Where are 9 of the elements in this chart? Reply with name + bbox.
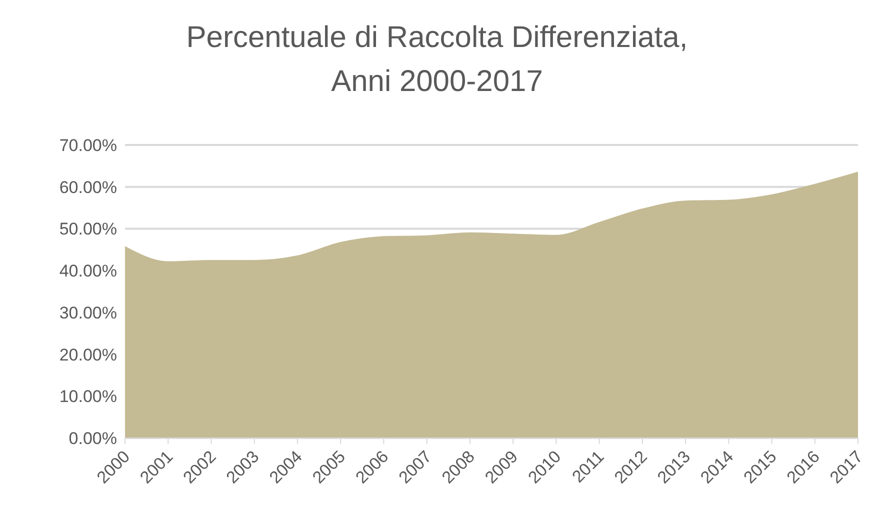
y-tick-label: 30.00%: [59, 303, 117, 322]
y-tick-label: 40.00%: [59, 262, 117, 281]
y-tick-label: 50.00%: [59, 220, 117, 239]
y-tick-label: 10.00%: [59, 387, 117, 406]
y-tick-label: 70.00%: [59, 136, 117, 156]
y-tick-label: 60.00%: [59, 178, 117, 197]
y-tick-label: 20.00%: [59, 345, 117, 364]
chart-title: Percentuale di Raccolta Differenziata, Anni 2000-2017: [185, 20, 689, 100]
y-tick-label: 0.00%: [68, 429, 117, 448]
